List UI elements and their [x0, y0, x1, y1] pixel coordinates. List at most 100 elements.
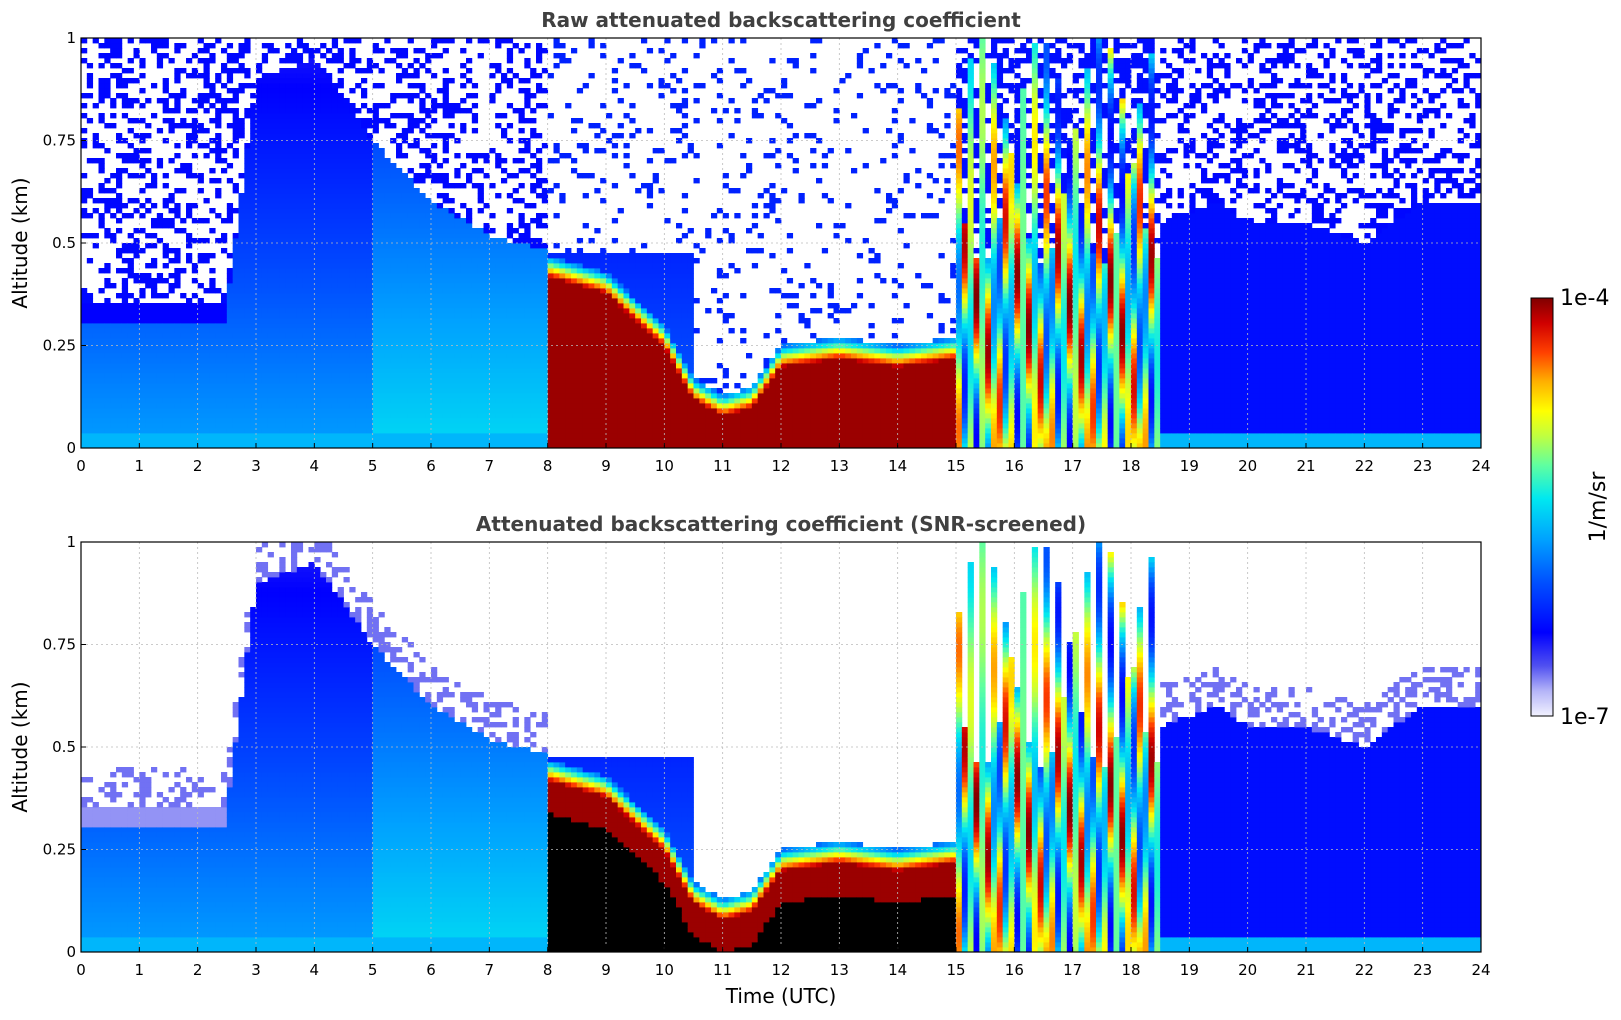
- heatmap-cell: [139, 148, 146, 154]
- heatmap-cell: [221, 298, 228, 304]
- heatmap-cell: [361, 103, 368, 109]
- heatmap-cell: [279, 98, 286, 104]
- heatmap-cell: [501, 238, 508, 244]
- heatmap-cell: [419, 193, 426, 199]
- heatmap-cell: [168, 443, 175, 449]
- heatmap-cell: [460, 63, 467, 69]
- heatmap-cell: [384, 388, 391, 394]
- heatmap-cell: [536, 288, 543, 294]
- heatmap-cell: [425, 223, 432, 229]
- heatmap-cell: [361, 323, 368, 329]
- heatmap-cell: [81, 328, 88, 334]
- heatmap-cell: [285, 93, 292, 99]
- heatmap-cell: [145, 438, 152, 444]
- heatmap-cell: [361, 128, 368, 134]
- heatmap-cell: [174, 278, 181, 284]
- heatmap-cell: [127, 433, 134, 439]
- heatmap-cell: [366, 158, 374, 164]
- heatmap-cell: [232, 353, 239, 359]
- heatmap-cell: [232, 313, 239, 319]
- heatmap-cell: [331, 388, 339, 394]
- heatmap-cell: [92, 303, 99, 309]
- heatmap-cell: [331, 168, 339, 174]
- heatmap-cell: [151, 428, 158, 434]
- heatmap-cell: [279, 238, 286, 244]
- heatmap-cell: [145, 158, 152, 164]
- heatmap-cell: [518, 303, 525, 309]
- heatmap-cell: [477, 323, 484, 329]
- heatmap-cell: [378, 323, 385, 329]
- heatmap-cell: [320, 328, 327, 334]
- heatmap-cell: [180, 348, 187, 354]
- heatmap-cell: [366, 348, 374, 354]
- heatmap-cell: [355, 338, 362, 344]
- heatmap-cell: [314, 98, 321, 104]
- heatmap-cell: [536, 373, 543, 379]
- heatmap-cell: [104, 363, 111, 369]
- heatmap-cell: [361, 288, 368, 294]
- heatmap-cell: [512, 298, 519, 304]
- heatmap-cell: [244, 288, 251, 294]
- heatmap-cell: [349, 393, 356, 399]
- heatmap-cell: [104, 368, 111, 374]
- heatmap-cell: [302, 413, 309, 419]
- heatmap-cell: [302, 173, 309, 179]
- heatmap-cell: [279, 93, 286, 99]
- heatmap-cell: [489, 288, 496, 294]
- heatmap-cell: [291, 378, 298, 384]
- heatmap-cell: [250, 378, 257, 384]
- heatmap-cell: [390, 403, 397, 409]
- heatmap-cell: [442, 258, 449, 264]
- heatmap-cell: [232, 368, 239, 374]
- heatmap-cell: [536, 273, 543, 279]
- heatmap-cell: [127, 328, 134, 334]
- heatmap-cell: [197, 348, 204, 354]
- heatmap-cell: [86, 398, 94, 404]
- heatmap-cell: [308, 268, 315, 274]
- heatmap-cell: [355, 358, 362, 364]
- heatmap-cell: [133, 383, 140, 389]
- heatmap-cell: [495, 88, 502, 94]
- heatmap-cell: [361, 283, 368, 289]
- heatmap-cell: [361, 138, 368, 144]
- heatmap-cell: [127, 98, 134, 104]
- heatmap-cell: [104, 388, 111, 394]
- heatmap-cell: [518, 218, 525, 224]
- heatmap-cell: [291, 178, 298, 184]
- heatmap-cell: [296, 53, 304, 59]
- heatmap-cell: [372, 83, 379, 89]
- heatmap-cell: [151, 438, 158, 444]
- heatmap-cell: [489, 378, 496, 384]
- heatmap-cell: [81, 428, 88, 434]
- heatmap-cell: [460, 388, 467, 394]
- heatmap-cell: [337, 303, 344, 309]
- heatmap-cell: [92, 363, 99, 369]
- heatmap-cell: [407, 428, 414, 434]
- heatmap-cell: [81, 173, 88, 179]
- heatmap-cell: [238, 203, 245, 209]
- heatmap-cell: [442, 148, 449, 154]
- heatmap-cell: [81, 438, 88, 444]
- heatmap-cell: [349, 153, 356, 159]
- heatmap-cell: [483, 323, 490, 329]
- heatmap-cell: [331, 123, 339, 129]
- heatmap-cell: [86, 158, 94, 164]
- heatmap-cell: [285, 338, 292, 344]
- heatmap-cell: [116, 228, 123, 234]
- heatmap-cell: [174, 78, 181, 84]
- heatmap-cell: [273, 398, 280, 404]
- heatmap-cell: [489, 333, 496, 339]
- heatmap-cell: [401, 188, 409, 194]
- heatmap-cell: [559, 383, 566, 389]
- heatmap-cell: [495, 308, 502, 314]
- heatmap-cell: [302, 428, 309, 434]
- heatmap-cell: [366, 218, 374, 224]
- heatmap-cell: [162, 118, 169, 124]
- heatmap-cell: [168, 323, 175, 329]
- heatmap-cell: [296, 403, 304, 409]
- heatmap-cell: [326, 418, 333, 424]
- heatmap-cell: [285, 423, 292, 429]
- heatmap-cell: [489, 398, 496, 404]
- heatmap-cell: [296, 198, 304, 204]
- heatmap-cell: [256, 238, 263, 244]
